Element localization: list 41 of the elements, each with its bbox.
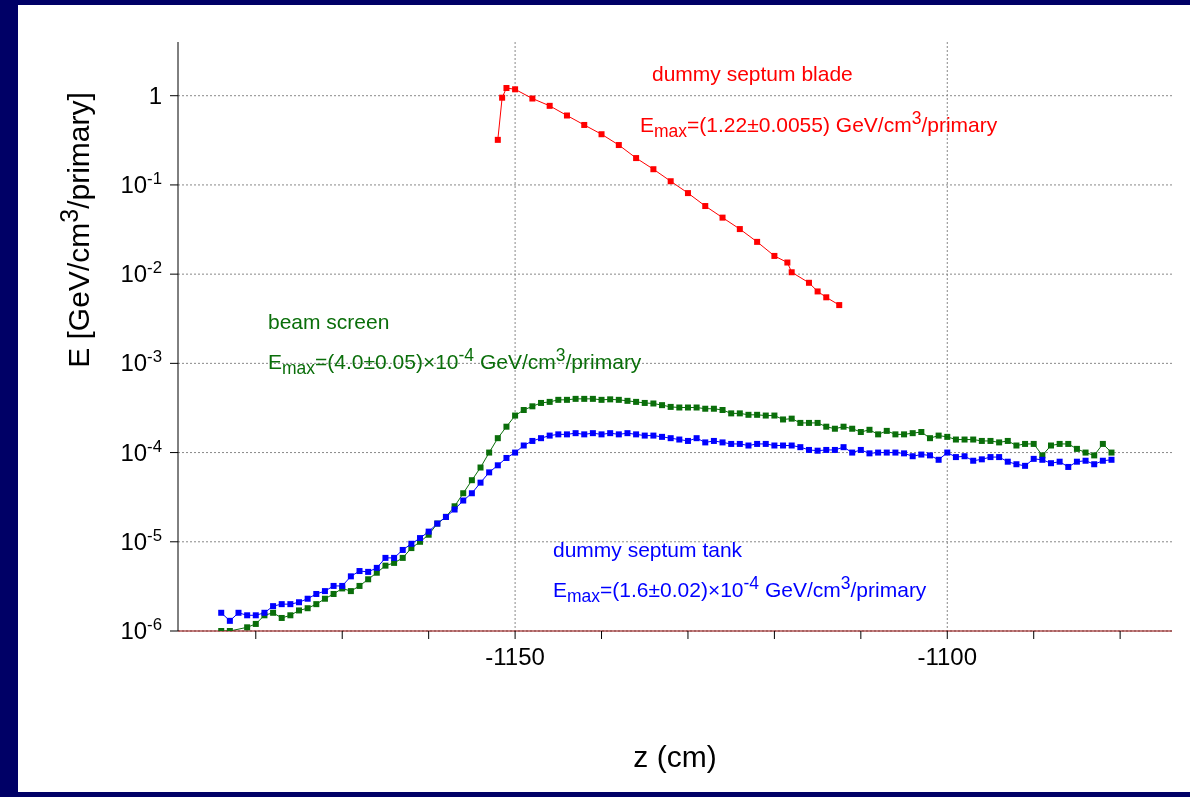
point: [581, 121, 588, 128]
point: [667, 178, 674, 185]
x-tick-label: -1150: [485, 643, 545, 670]
text: beam screen: [268, 310, 390, 334]
point: [814, 288, 821, 295]
point: [494, 136, 501, 143]
y-tick-label: 10$^{-1}$: [120, 168, 162, 198]
point: [684, 190, 691, 197]
point: [719, 214, 726, 221]
y-tick-label: 10$^{-4}$: [120, 436, 162, 466]
point: [836, 302, 843, 309]
point: [633, 155, 640, 162]
point: [529, 95, 536, 102]
point: [784, 259, 791, 266]
annotation: E$_{max}$=(1.6±0.02)×10$^{-4}$ GeV/cm$^{3}$/primary: [553, 573, 927, 608]
text: dummy septum blade: [652, 62, 853, 86]
point: [788, 269, 795, 276]
point: [823, 294, 830, 301]
y-tick-label: 10$^{-6}$: [120, 614, 162, 644]
point: [546, 102, 553, 109]
point: [754, 238, 761, 245]
point: [771, 252, 778, 259]
text: dummy septum tank: [553, 538, 743, 562]
point: [499, 94, 506, 101]
y-tick-label: 10$^{-3}$: [120, 346, 162, 377]
point: [702, 203, 709, 210]
point: [503, 85, 510, 92]
point: [563, 112, 570, 119]
point: [512, 86, 519, 93]
y-tick-label: 1: [148, 81, 162, 109]
annotation: E$_{max}$=(4.0±0.05)×10$^{-4}$ GeV/cm$^{3}$/primary: [268, 345, 642, 380]
y-tick-label: 10$^{-5}$: [120, 525, 162, 555]
point: [598, 131, 605, 138]
annotation: E$_{max}$=(1.22±0.0055) GeV/cm$^{3}$/primary: [640, 108, 998, 143]
x-axis-title: z (cm): [632, 740, 718, 774]
point: [805, 279, 812, 286]
x-tick-label: -1100: [917, 643, 978, 670]
point: [650, 166, 657, 173]
point: [615, 142, 622, 149]
point: [736, 226, 743, 233]
y-tick-label: 10$^{-2}$: [120, 257, 162, 288]
